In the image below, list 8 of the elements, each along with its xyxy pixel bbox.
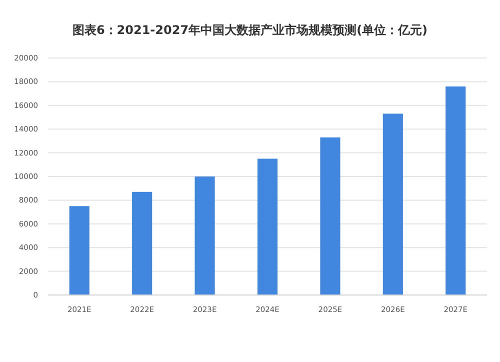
bar bbox=[69, 206, 90, 295]
bar bbox=[194, 176, 215, 295]
bar bbox=[320, 137, 340, 295]
bar bbox=[132, 192, 152, 295]
bar bbox=[382, 114, 403, 295]
bar bbox=[257, 158, 278, 295]
bar bbox=[446, 86, 466, 295]
chart-title: 图表6：2021-2027年中国大数据产业市场规模预测(单位：亿元) bbox=[72, 23, 428, 37]
